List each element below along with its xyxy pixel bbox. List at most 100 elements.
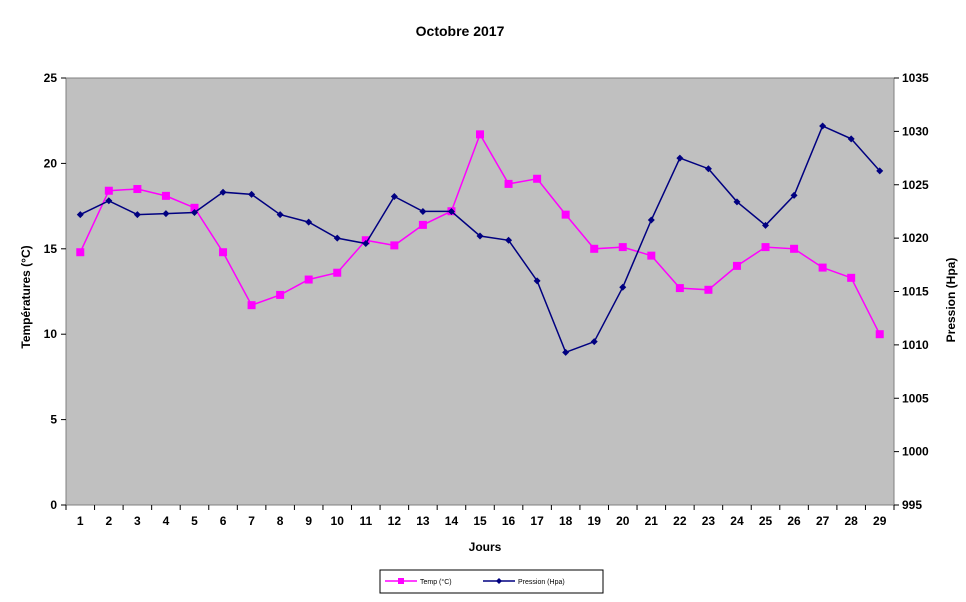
pressure-point — [647, 216, 655, 224]
x-tick-label: 8 — [277, 514, 284, 528]
temp-point — [704, 285, 713, 294]
x-tick-label: 25 — [759, 514, 773, 528]
y-right-tick-label: 1025 — [902, 178, 929, 192]
y-left-tick-label: 15 — [44, 242, 58, 256]
temp-point — [818, 263, 827, 272]
temp-point — [847, 273, 856, 282]
pressure-point — [590, 338, 598, 346]
y-left-tick-label: 5 — [50, 413, 57, 427]
temp-point — [247, 301, 256, 310]
x-tick-label: 18 — [559, 514, 573, 528]
pressure-point — [619, 283, 627, 291]
x-tick-label: 11 — [359, 514, 372, 528]
x-tick-label: 24 — [730, 514, 744, 528]
temp-point — [875, 330, 884, 339]
y-right-tick-label: 1000 — [902, 445, 929, 459]
y-left-tick-label: 20 — [44, 156, 58, 170]
x-tick-label: 1 — [77, 514, 84, 528]
x-axis-title: Jours — [469, 540, 502, 554]
pressure-point — [847, 135, 855, 143]
pressure-point — [533, 277, 541, 285]
pressure-point — [819, 122, 827, 130]
y-right-tick-label: 1005 — [902, 391, 929, 405]
y-left-tick-label: 0 — [50, 498, 57, 512]
x-tick-label: 12 — [388, 514, 402, 528]
temp-point — [675, 284, 684, 293]
pressure-point — [562, 348, 570, 356]
x-tick-label: 6 — [220, 514, 227, 528]
left-axis: 0 5 10 15 20 25 — [44, 71, 66, 512]
pressure-point — [162, 210, 170, 218]
temp-point — [590, 244, 599, 253]
pressure-point — [76, 211, 84, 219]
x-tick-label: 16 — [502, 514, 516, 528]
pressure-point — [676, 154, 684, 162]
temp-point — [647, 251, 656, 260]
x-tick-label: 4 — [163, 514, 170, 528]
pressure-point — [390, 192, 398, 200]
temp-point — [790, 244, 799, 253]
pressure-point — [762, 221, 770, 229]
temp-point — [732, 261, 741, 270]
x-tick-label: 7 — [248, 514, 255, 528]
x-tick-label: 27 — [816, 514, 830, 528]
pressure-point — [248, 190, 256, 198]
y-right-tick-label: 1035 — [902, 71, 929, 85]
temp-point — [476, 130, 484, 139]
pressure-point — [105, 197, 113, 205]
y-left-axis-title: Températures (°C) — [19, 245, 33, 348]
temp-point — [533, 174, 542, 183]
y-right-tick-label: 1020 — [902, 231, 929, 245]
temp-point — [504, 179, 513, 188]
pressure-point — [419, 207, 427, 215]
legend: Temp (°C) Pression (Hpa) — [379, 569, 604, 594]
chart-title: Octobre 2017 — [416, 23, 505, 39]
pressure-point — [362, 239, 370, 247]
legend-temp-marker — [398, 578, 404, 584]
x-tick-label: 15 — [473, 514, 487, 528]
pressure-point — [133, 211, 141, 219]
pressure-point — [305, 218, 313, 226]
x-tick-label: 10 — [331, 514, 345, 528]
series-layer — [76, 122, 884, 356]
x-tick-label: 19 — [588, 514, 602, 528]
temp-point — [390, 241, 399, 250]
x-tick-label: 29 — [873, 514, 887, 528]
x-tick-label: 28 — [844, 514, 858, 528]
pressure-point — [447, 207, 455, 215]
x-axis: 1 2 3 4 5 6 7 8 9 10 11 12 13 14 15 16 17 18 19 20 21 22 23 24 2… — [65, 505, 895, 528]
pressure-point — [333, 234, 341, 242]
legend-pressure-marker — [496, 578, 502, 584]
y-left-tick-label: 10 — [44, 327, 58, 341]
x-tick-label: 22 — [673, 514, 687, 528]
x-tick-label: 26 — [787, 514, 801, 528]
temp-point — [333, 268, 342, 277]
x-tick-label: 3 — [134, 514, 141, 528]
x-tick-label: 23 — [702, 514, 716, 528]
pressure-point — [219, 188, 227, 196]
pressure-point — [790, 191, 798, 199]
y-right-tick-label: 1030 — [902, 124, 929, 138]
y-right-tick-label: 1010 — [902, 338, 929, 352]
pressure-point — [190, 209, 198, 217]
temp-point — [190, 203, 199, 212]
temp-point — [161, 191, 170, 200]
x-tick-label: 5 — [191, 514, 198, 528]
pressure-point — [476, 232, 484, 240]
legend-temp-label: Temp (°C) — [420, 578, 452, 586]
pressure-point — [276, 211, 284, 219]
y-right-tick-label: 1015 — [902, 285, 929, 299]
series-pressure — [76, 122, 884, 356]
y-right-axis-title: Pression (Hpa) — [944, 258, 958, 343]
y-right-tick-label: 995 — [902, 498, 922, 512]
temp-point — [219, 248, 228, 257]
y-left-tick-label: 25 — [44, 71, 58, 85]
temp-point — [418, 220, 427, 229]
x-tick-label: 17 — [530, 514, 544, 528]
temp-point — [304, 275, 313, 284]
legend-pressure-label: Pression (Hpa) — [518, 579, 565, 586]
pressure-point — [876, 167, 884, 175]
pressure-point — [704, 165, 712, 173]
x-tick-label: 13 — [416, 514, 430, 528]
temp-point — [761, 243, 770, 252]
